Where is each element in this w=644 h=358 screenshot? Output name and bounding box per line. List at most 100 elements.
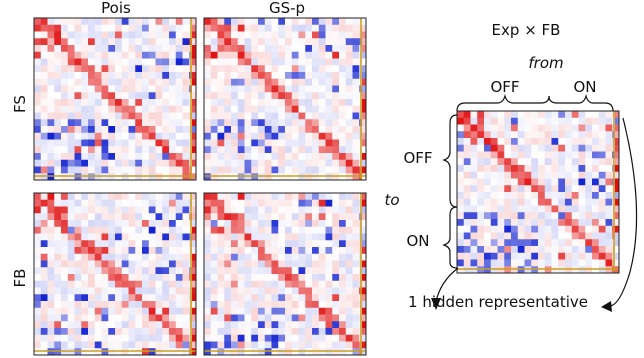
heatmap-cell (148, 240, 156, 248)
heatmap-cell (135, 280, 143, 288)
heatmap-cell (352, 18, 360, 26)
heatmap-cell (47, 334, 55, 342)
off-columns-brace (456, 93, 550, 112)
heatmap-cell (511, 151, 519, 159)
heatmap-cell (477, 212, 485, 220)
heatmap-cell (115, 334, 123, 342)
heatmap-cell (585, 117, 593, 125)
heatmap-cell (175, 132, 183, 140)
heatmap-cell (135, 153, 143, 161)
heatmap-cell (101, 220, 109, 228)
heatmap-cell (81, 139, 89, 147)
heatmap-cell (278, 301, 286, 309)
heatmap-cell (237, 38, 245, 46)
heatmap-cell (61, 92, 69, 100)
heatmap-cell (258, 287, 266, 295)
heatmap-cell (264, 24, 272, 32)
heatmap-cell (244, 260, 252, 268)
heatmap-cell (318, 92, 326, 100)
heatmap-cell (524, 178, 532, 186)
heatmap-cell (47, 220, 55, 228)
heatmap-cell (285, 240, 293, 248)
heatmap-cell (339, 287, 347, 295)
heatmap-cell (115, 58, 123, 66)
heatmap-cell (94, 280, 102, 288)
heatmap-cell (291, 139, 299, 147)
heatmap-cell (67, 153, 75, 161)
heatmap-cell (128, 85, 136, 93)
heatmap-cell (332, 105, 340, 113)
heatmap-cell (278, 213, 286, 221)
heatmap-cell (101, 206, 109, 214)
heatmap-cell (224, 159, 232, 167)
heatmap-cell (142, 328, 150, 336)
heatmap-cell (517, 131, 525, 139)
heatmap-cell (135, 31, 143, 39)
heatmap-cell (504, 185, 512, 193)
heatmap-cell (182, 206, 190, 214)
heatmap-cell (67, 99, 75, 107)
heatmap-cell (264, 301, 272, 309)
heatmap-cell (244, 166, 252, 174)
heatmap-cell (504, 252, 512, 260)
heatmap-cell (210, 31, 218, 39)
heatmap-cell (298, 105, 306, 113)
heatmap-cell (169, 193, 177, 201)
heatmap-cell (135, 294, 143, 302)
hidden-edge-cell (192, 126, 196, 134)
heatmap-cell (271, 294, 279, 302)
heatmap-cell (148, 267, 156, 275)
heatmap-cell (251, 321, 259, 329)
heatmap-cell (592, 131, 600, 139)
heatmap-cell (605, 198, 613, 206)
heatmap-cell (497, 185, 505, 193)
heatmap-cell (162, 213, 170, 221)
heatmap-cell (217, 99, 225, 107)
heatmap-cell (264, 193, 272, 201)
hidden-edge-cell (615, 205, 619, 213)
heatmap-cell (565, 232, 573, 240)
heatmap-cell (463, 219, 471, 227)
heatmap-cell (463, 117, 471, 125)
heatmap-cell (517, 198, 525, 206)
heatmap-cell (217, 92, 225, 100)
heatmap-cell (352, 146, 360, 154)
heatmap-cell (210, 132, 218, 140)
hidden-edge-cell (192, 307, 196, 315)
heatmap-cell (204, 260, 212, 268)
heatmap-cell (74, 31, 82, 39)
heatmap-cell (517, 138, 525, 146)
heatmap-cell (477, 232, 485, 240)
heatmap-cell (210, 206, 218, 214)
heatmap-cell (264, 213, 272, 221)
hidden-edge-cell (192, 119, 196, 127)
heatmap-cell (291, 294, 299, 302)
heatmap-cell (504, 111, 512, 119)
heatmap-cell (312, 307, 320, 315)
heatmap-cell (148, 38, 156, 46)
heatmap-cell (169, 294, 177, 302)
heatmap-cell (169, 58, 177, 66)
heatmap-cell (271, 166, 279, 174)
heatmap-cell (54, 159, 62, 167)
heatmap-cell (291, 267, 299, 275)
heatmap-cell (312, 253, 320, 261)
heatmap-cell (305, 226, 313, 234)
heatmap-cell (224, 92, 232, 100)
heatmap-cell (312, 274, 320, 282)
heatmap-cell (497, 232, 505, 240)
heatmap-cell (237, 260, 245, 268)
heatmap-cell (54, 99, 62, 107)
heatmap-cell (54, 267, 62, 275)
hidden-edge-cell (192, 199, 196, 207)
heatmap-cell (345, 334, 353, 342)
heatmap-cell (34, 267, 42, 275)
heatmap-cell (162, 307, 170, 315)
heatmap-cell (251, 240, 259, 248)
heatmap-cell (463, 111, 471, 119)
heatmap-cell (121, 260, 129, 268)
heatmap-cell (352, 213, 360, 221)
hidden-edge-cell (615, 138, 619, 146)
heatmap-cell (175, 280, 183, 288)
heatmap-cell (578, 212, 586, 220)
